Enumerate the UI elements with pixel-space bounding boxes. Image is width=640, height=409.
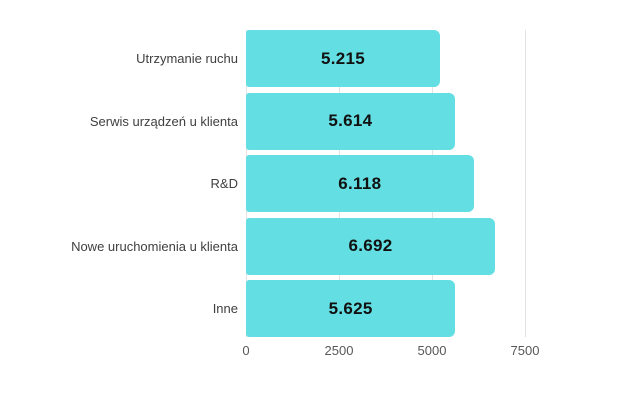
x-axis: 0 2500 5000 7500: [0, 343, 640, 361]
bar-2: 6.118: [246, 155, 474, 212]
bar-row: 5.625: [246, 280, 556, 337]
bars-layer: 5.215 5.614 6.118 6.692 5.625: [246, 30, 556, 337]
x-tick-label: 7500: [510, 343, 540, 358]
category-labels: Utrzymanie ruchu Serwis urządzeń u klient…: [0, 30, 238, 337]
gridline-x-7500: [525, 30, 526, 337]
x-tick-label: 2500: [324, 343, 354, 358]
bar-row: 5.614: [246, 92, 556, 150]
category-row: Inne: [0, 280, 238, 337]
bar-value-label: 5.215: [320, 48, 366, 68]
category-label: Utrzymanie ruchu: [136, 51, 238, 66]
bar-value-label: 5.625: [328, 298, 373, 318]
bar-row: 6.118: [246, 155, 556, 212]
category-label: Serwis urządzeń u klienta: [89, 113, 238, 129]
category-label: Inne: [212, 301, 238, 316]
category-label: Nowe uruchomienia u klienta: [71, 238, 238, 254]
x-tick-label: 5000: [417, 343, 447, 358]
bar-value-label: 5.614: [328, 111, 373, 130]
bar-row: 5.215: [246, 30, 556, 87]
x-tick-label: 0: [242, 343, 250, 358]
bar-0: 5.215: [246, 30, 440, 87]
category-row: Serwis urządzeń u klienta: [0, 93, 238, 150]
category-row: Utrzymanie ruchu: [0, 30, 238, 87]
category-row: R&D: [0, 155, 238, 212]
bar-value-label: 6.692: [348, 236, 393, 255]
bar-value-label: 6.118: [338, 173, 382, 193]
bar-4: 5.625: [246, 280, 456, 337]
bar-row: 6.692: [246, 217, 556, 275]
bar-1: 5.614: [246, 92, 455, 150]
category-row: Nowe uruchomienia u klienta: [0, 218, 238, 275]
category-label: R&D: [210, 176, 238, 191]
bar-3: 6.692: [246, 217, 495, 275]
